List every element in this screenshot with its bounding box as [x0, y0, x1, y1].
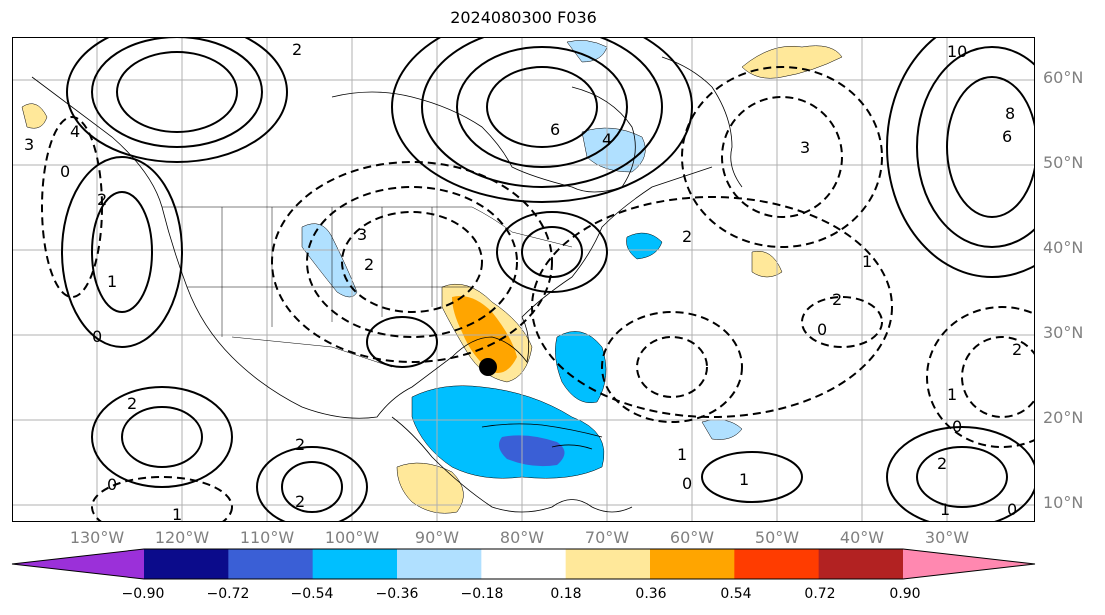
- colorbar-segment: [481, 549, 567, 579]
- lon-label: 90°W: [414, 528, 460, 547]
- lon-label: 60°W: [669, 528, 715, 547]
- positive-anomaly-westcoast: [21, 103, 48, 129]
- contour-label: 0: [817, 320, 827, 339]
- contour-label: 1: [107, 272, 117, 291]
- storm-center-marker: [479, 358, 497, 376]
- colorbar-tick: 0.54: [720, 586, 752, 602]
- lat-label: 50°N: [1043, 153, 1084, 172]
- map-title: 2024080300 F036: [450, 8, 597, 27]
- contour-label: 2: [832, 290, 842, 309]
- lon-label: 30°W: [924, 528, 970, 547]
- lat-label: 60°N: [1043, 68, 1084, 87]
- colorbar-segment: [818, 549, 904, 579]
- negative-anomaly-bahamas: [555, 331, 607, 404]
- colorbar-tick: 0.36: [635, 586, 667, 602]
- contour-label: 0: [1007, 500, 1017, 519]
- lon-label: 110°W: [239, 528, 295, 547]
- contour-label: 0: [92, 327, 102, 346]
- lat-label: 40°N: [1043, 238, 1084, 257]
- contour-label: 6: [1002, 127, 1012, 146]
- contours-positive: [61, 37, 1035, 522]
- contour-labels: 3 4 0 2 1 2 3 2 6 4 3 10 8 6 0 2 1 1 0 2…: [24, 40, 1022, 522]
- lon-label: 130°W: [69, 528, 125, 547]
- colorbar-tick: −0.18: [460, 586, 504, 602]
- map-grid: [12, 37, 1035, 522]
- contour-label: 6: [550, 120, 560, 139]
- contour-label: 4: [602, 130, 612, 149]
- colorbar-tick: −0.90: [121, 586, 165, 602]
- contours-negative: [41, 66, 1035, 522]
- contour-label: 8: [1005, 104, 1015, 123]
- colorbar-extend-low: [12, 549, 144, 579]
- contour-label: 1: [677, 445, 687, 464]
- positive-anomaly-labrador: [741, 45, 843, 79]
- colorbar-segment: [312, 549, 398, 579]
- colorbar: [11, 548, 1036, 580]
- colorbar-segment: [144, 549, 229, 579]
- contour-label: 3: [357, 225, 367, 244]
- contour-label: 1: [172, 505, 182, 522]
- contour-label: 2: [292, 40, 302, 59]
- contour-label: 2: [682, 227, 692, 246]
- colorbar-tick: −0.54: [290, 586, 334, 602]
- contour-label: 1: [739, 470, 749, 489]
- lon-label: 120°W: [154, 528, 210, 547]
- lat-label: 10°N: [1043, 493, 1084, 512]
- contour-label: 3: [800, 138, 810, 157]
- lon-label: 50°W: [754, 528, 800, 547]
- contour-label: 2: [364, 255, 374, 274]
- contour-label: 3: [24, 135, 34, 154]
- contour-label: 2: [937, 454, 947, 473]
- colorbar-outline: [11, 548, 1036, 580]
- contour-label: 4: [70, 122, 80, 141]
- lat-label: 20°N: [1043, 408, 1084, 427]
- contour-label: 2: [1012, 340, 1022, 359]
- borders: [162, 206, 573, 368]
- contour-label: 2: [97, 190, 107, 209]
- positive-anomaly-midatlantic: [751, 250, 783, 278]
- lon-label: 100°W: [324, 528, 380, 547]
- colorbar-tick: −0.36: [375, 586, 419, 602]
- colorbar-tick: 0.72: [804, 586, 836, 602]
- contour-label: 0: [60, 162, 70, 181]
- colorbar-extend-high: [903, 549, 1035, 579]
- contour-label: 2: [127, 394, 137, 413]
- contour-label: 2: [295, 435, 305, 454]
- contour-label: 2: [295, 492, 305, 511]
- negative-anomaly-atlantic: [626, 232, 663, 260]
- colorbar-segment: [397, 549, 482, 579]
- lon-label: 80°W: [499, 528, 545, 547]
- colorbar-segment: [565, 549, 651, 579]
- colorbar-segment: [228, 549, 314, 579]
- strong-negative-caribbean: [498, 435, 565, 467]
- colorbar-tick: 0.18: [550, 586, 582, 602]
- lat-label: 30°N: [1043, 323, 1084, 342]
- contour-label: 1: [947, 385, 957, 404]
- contour-label: 0: [682, 474, 692, 493]
- contour-label: 1: [862, 252, 872, 271]
- contour-label: 10: [947, 42, 967, 61]
- colorbar-segment: [650, 549, 735, 579]
- colorbar-segment: [734, 549, 820, 579]
- colorbar-tick: 0.90: [889, 586, 921, 602]
- map-panel: 3 4 0 2 1 2 3 2 6 4 3 10 8 6 0 2 1 1 0 2…: [12, 37, 1035, 522]
- positive-anomaly-mexico: [396, 462, 464, 514]
- lon-label: 40°W: [839, 528, 885, 547]
- contour-label: 1: [940, 500, 950, 519]
- contour-label: 0: [952, 417, 962, 436]
- negative-anomaly-plains: [301, 223, 358, 298]
- contour-label: 0: [107, 475, 117, 494]
- coastlines: [31, 56, 743, 513]
- lon-label: 70°W: [584, 528, 630, 547]
- colorbar-tick: −0.72: [206, 586, 250, 602]
